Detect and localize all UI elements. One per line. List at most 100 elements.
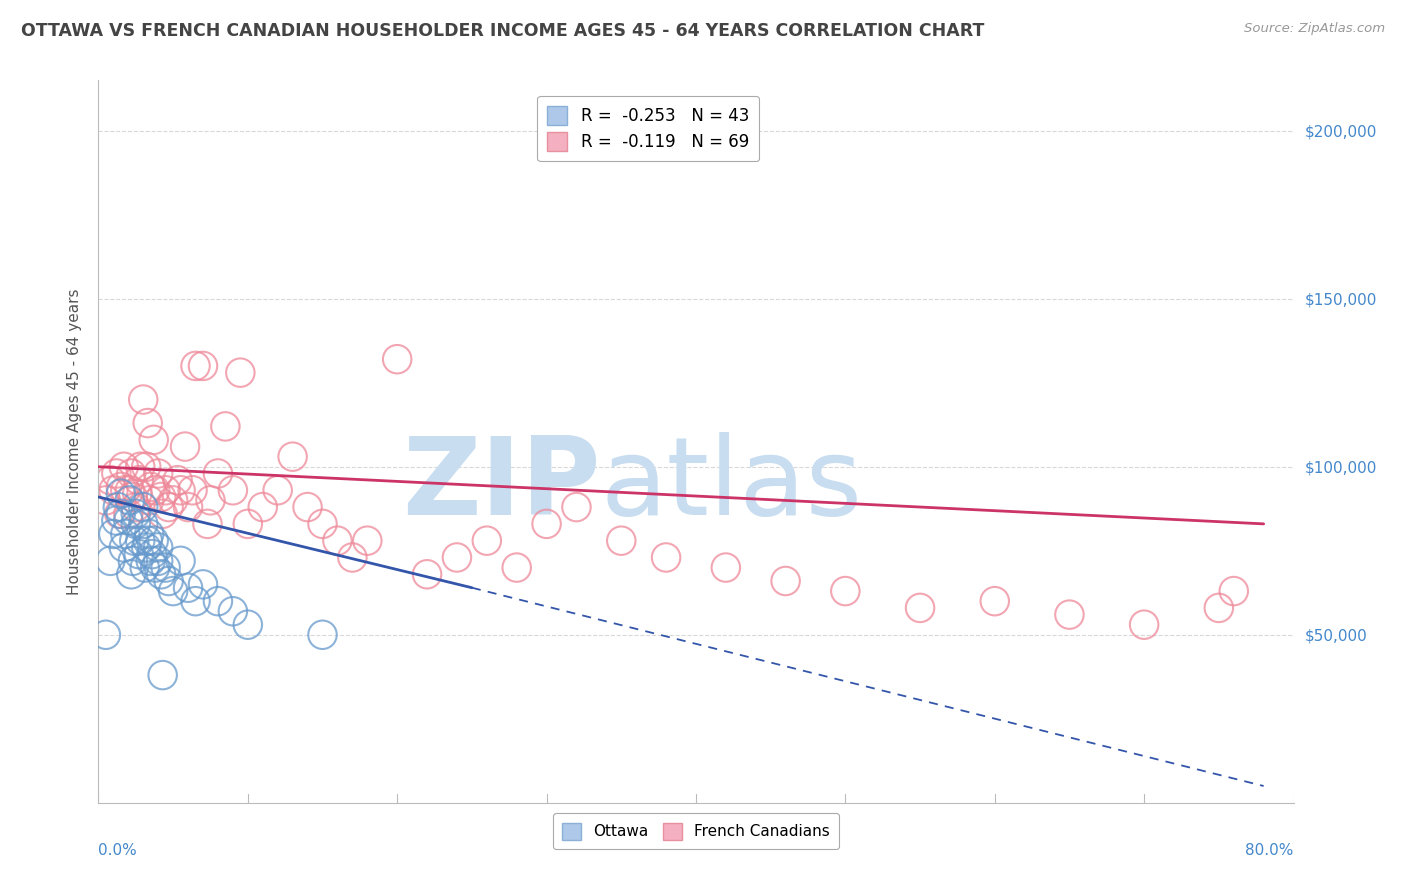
Point — [984, 594, 1007, 608]
Point — [98, 554, 122, 568]
Point — [150, 567, 173, 582]
Point — [162, 493, 184, 508]
Point — [129, 533, 152, 548]
Point — [157, 574, 180, 588]
Point — [110, 480, 132, 494]
Point — [207, 467, 229, 481]
Point — [157, 500, 180, 514]
Point — [112, 541, 135, 555]
Point — [184, 594, 207, 608]
Point — [252, 500, 274, 514]
Point — [834, 584, 856, 599]
Point — [128, 473, 150, 487]
Point — [148, 467, 170, 481]
Point — [107, 500, 129, 514]
Point — [134, 560, 156, 574]
Point — [200, 493, 222, 508]
Point — [281, 450, 304, 464]
Point — [1208, 600, 1230, 615]
Point — [311, 628, 333, 642]
Point — [138, 493, 160, 508]
Point — [236, 516, 259, 531]
Point — [197, 516, 219, 531]
Point — [169, 483, 191, 498]
Point — [326, 533, 349, 548]
Point — [94, 493, 117, 508]
Point — [135, 541, 157, 555]
Point — [148, 541, 170, 555]
Point — [446, 550, 468, 565]
Point — [136, 533, 159, 548]
Point — [222, 483, 245, 498]
Point — [152, 507, 174, 521]
Point — [143, 483, 166, 498]
Point — [108, 507, 131, 521]
Point — [177, 500, 200, 514]
Legend: Ottawa, French Canadians: Ottawa, French Canadians — [553, 814, 839, 849]
Point — [141, 547, 163, 561]
Point — [132, 392, 155, 407]
Point — [610, 533, 633, 548]
Point — [138, 527, 160, 541]
Point — [118, 493, 141, 508]
Point — [110, 507, 132, 521]
Point — [184, 359, 207, 373]
Point — [143, 560, 166, 574]
Point — [356, 533, 378, 548]
Point — [155, 483, 177, 498]
Point — [191, 359, 214, 373]
Point — [139, 480, 162, 494]
Point — [120, 467, 142, 481]
Point — [142, 533, 165, 548]
Point — [150, 490, 173, 504]
Point — [148, 554, 170, 568]
Point — [162, 584, 184, 599]
Point — [139, 554, 162, 568]
Point — [385, 352, 409, 367]
Text: 80.0%: 80.0% — [1246, 843, 1294, 857]
Point — [475, 533, 498, 548]
Point — [125, 516, 148, 531]
Point — [105, 467, 128, 481]
Text: atlas: atlas — [600, 432, 862, 538]
Point — [105, 514, 128, 528]
Point — [222, 604, 245, 618]
Point — [416, 567, 439, 582]
Point — [112, 459, 135, 474]
Point — [117, 514, 139, 528]
Point — [214, 419, 236, 434]
Point — [98, 473, 122, 487]
Point — [311, 516, 333, 531]
Point — [118, 483, 141, 498]
Point — [128, 547, 150, 561]
Point — [169, 554, 191, 568]
Point — [152, 668, 174, 682]
Point — [565, 500, 588, 514]
Text: OTTAWA VS FRENCH CANADIAN HOUSEHOLDER INCOME AGES 45 - 64 YEARS CORRELATION CHAR: OTTAWA VS FRENCH CANADIAN HOUSEHOLDER IN… — [21, 22, 984, 40]
Point — [110, 486, 132, 500]
Point — [181, 483, 204, 498]
Point — [114, 483, 136, 498]
Point — [236, 617, 259, 632]
Point — [103, 483, 125, 498]
Point — [121, 490, 143, 504]
Point — [125, 500, 148, 514]
Point — [117, 507, 139, 521]
Point — [1059, 607, 1081, 622]
Point — [129, 459, 152, 474]
Point — [297, 500, 319, 514]
Point — [166, 473, 188, 487]
Point — [132, 500, 155, 514]
Text: Source: ZipAtlas.com: Source: ZipAtlas.com — [1244, 22, 1385, 36]
Point — [142, 433, 165, 447]
Point — [1133, 617, 1156, 632]
Point — [155, 560, 177, 574]
Point — [132, 516, 155, 531]
Point — [125, 507, 148, 521]
Point — [121, 554, 143, 568]
Point — [136, 416, 159, 430]
Point — [103, 527, 125, 541]
Point — [229, 366, 252, 380]
Point — [191, 577, 214, 591]
Point — [342, 550, 364, 565]
